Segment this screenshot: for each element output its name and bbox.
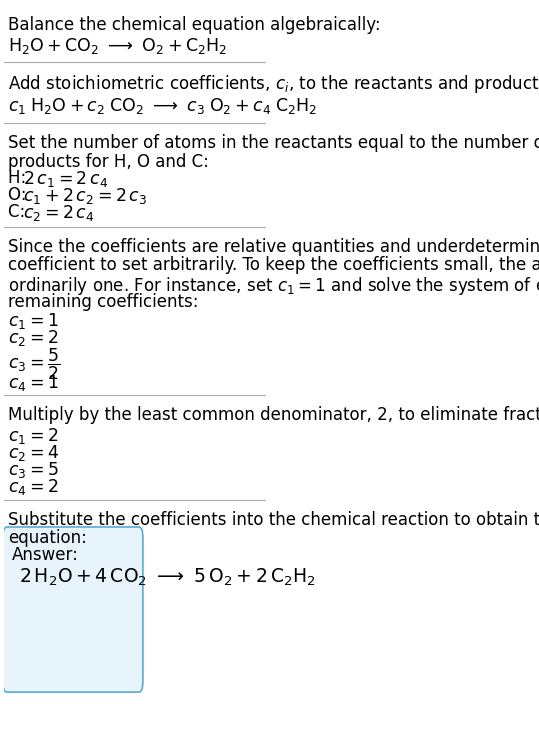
Text: equation:: equation: bbox=[8, 529, 87, 547]
Text: $c_4 = 1$: $c_4 = 1$ bbox=[8, 373, 59, 393]
Text: remaining coefficients:: remaining coefficients: bbox=[8, 293, 198, 311]
Text: Substitute the coefficients into the chemical reaction to obtain the balanced: Substitute the coefficients into the che… bbox=[8, 511, 539, 529]
Text: Since the coefficients are relative quantities and underdetermined, choose a: Since the coefficients are relative quan… bbox=[8, 238, 539, 256]
Text: Add stoichiometric coefficients, $c_i$, to the reactants and products:: Add stoichiometric coefficients, $c_i$, … bbox=[8, 73, 539, 95]
Text: $c_4 = 2$: $c_4 = 2$ bbox=[8, 477, 58, 497]
Text: $c_2 = 4$: $c_2 = 4$ bbox=[8, 443, 59, 463]
Text: $c_1 = 2$: $c_1 = 2$ bbox=[8, 426, 58, 446]
Text: $\mathrm{2\,H_2O + 4\,CO_2 \ \longrightarrow \ 5\,O_2 + 2\,C_2H_2}$: $\mathrm{2\,H_2O + 4\,CO_2 \ \longrighta… bbox=[19, 567, 316, 588]
Text: Multiply by the least common denominator, 2, to eliminate fractional coefficient: Multiply by the least common denominator… bbox=[8, 406, 539, 423]
Text: $c_2 = 2\,c_4$: $c_2 = 2\,c_4$ bbox=[23, 204, 95, 223]
Text: $\mathrm{H_2O + CO_2 \ \longrightarrow \ O_2 + C_2H_2}$: $\mathrm{H_2O + CO_2 \ \longrightarrow \… bbox=[8, 36, 227, 56]
FancyBboxPatch shape bbox=[3, 527, 143, 692]
Text: coefficient to set arbitrarily. To keep the coefficients small, the arbitrary va: coefficient to set arbitrarily. To keep … bbox=[8, 256, 539, 274]
Text: ordinarily one. For instance, set $c_1 = 1$ and solve the system of equations fo: ordinarily one. For instance, set $c_1 =… bbox=[8, 275, 539, 297]
Text: products for H, O and C:: products for H, O and C: bbox=[8, 153, 209, 171]
Text: $2\,c_1 = 2\,c_4$: $2\,c_1 = 2\,c_4$ bbox=[23, 169, 109, 190]
Text: $c_1 + 2\,c_2 = 2\,c_3$: $c_1 + 2\,c_2 = 2\,c_3$ bbox=[23, 186, 148, 206]
Text: $c_3 = 5$: $c_3 = 5$ bbox=[8, 460, 59, 480]
Text: C:: C: bbox=[8, 204, 36, 222]
Text: $c_1\;\mathrm{H_2O} + c_2\;\mathrm{CO_2}\ \longrightarrow\ c_3\;\mathrm{O_2} + c: $c_1\;\mathrm{H_2O} + c_2\;\mathrm{CO_2}… bbox=[8, 96, 317, 117]
Text: $c_3 = \dfrac{5}{2}$: $c_3 = \dfrac{5}{2}$ bbox=[8, 346, 60, 382]
Text: Answer:: Answer: bbox=[12, 545, 79, 563]
Text: $c_1 = 1$: $c_1 = 1$ bbox=[8, 311, 59, 331]
Text: O:: O: bbox=[8, 186, 37, 205]
Text: Balance the chemical equation algebraically:: Balance the chemical equation algebraica… bbox=[8, 16, 381, 34]
Text: Set the number of atoms in the reactants equal to the number of atoms in the: Set the number of atoms in the reactants… bbox=[8, 134, 539, 152]
Text: $c_2 = 2$: $c_2 = 2$ bbox=[8, 328, 58, 347]
Text: H:: H: bbox=[8, 169, 37, 187]
